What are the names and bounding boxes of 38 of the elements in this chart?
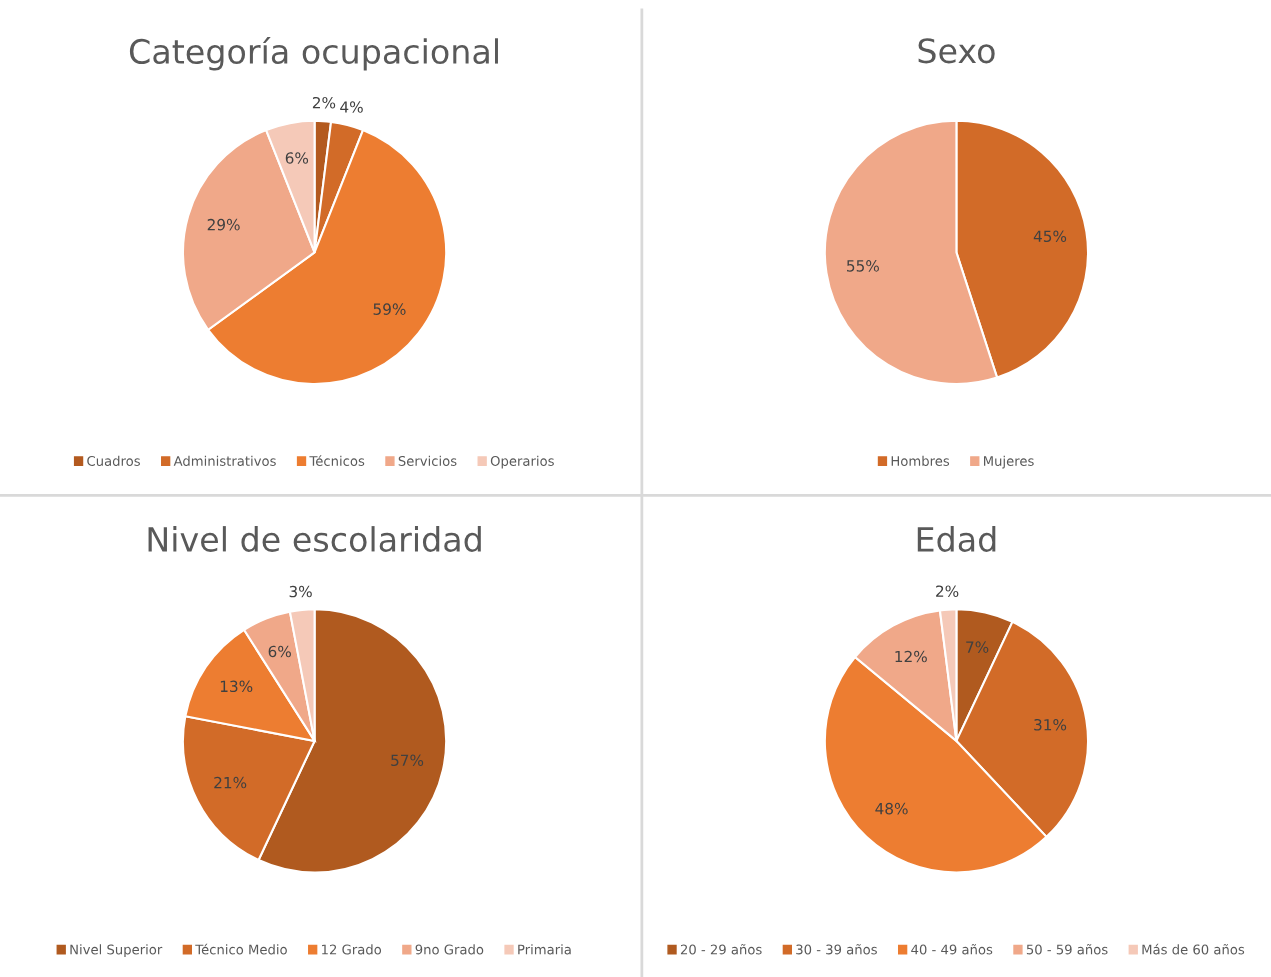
data-label: 13% [220,680,253,693]
legend-label: Más de 60 años [1142,943,1245,955]
chart-title: Categoría ocupacional [129,36,498,71]
legend-label: 40 - 49 años [911,944,993,955]
legend-label: Técnicos [309,455,365,466]
data-label: 6% [268,645,291,658]
data-label: 21% [214,776,247,789]
legend-label: 9no Grado [415,944,484,955]
legend-label: Cuadros [87,455,140,466]
chart-title: Sexo [918,38,995,64]
data-label: 57% [391,754,424,767]
data-label: 12% [895,650,927,663]
data-label: 55% [847,260,879,272]
legend-label: 30 - 39 años [796,944,877,955]
legend-label: Nivel Superior [70,944,163,958]
chart-title: Edad [917,526,996,552]
legend-label: Administrativos [173,455,276,466]
data-label: 48% [875,802,908,815]
data-label: 31% [1034,718,1067,731]
legend-label: Operarios [490,455,554,469]
data-label: 4% [340,101,363,113]
data-label: 29% [207,218,240,231]
legend-label: 20 - 29 años [680,944,762,955]
legend-label: Técnico Medio [195,943,287,955]
data-label: 45% [1033,230,1067,243]
chart-title: Nivel de escolaridad [148,526,481,552]
data-label: 6% [285,152,309,164]
legend-label: Servicios [398,455,457,466]
legend-label: Primaria [518,944,571,955]
data-label: 59% [373,303,406,315]
legend-label: Mujeres [984,455,1034,469]
data-label: 7% [966,641,989,653]
legend-label: Hombres [891,455,950,466]
data-label: 2% [936,585,959,597]
legend-label: 12 Grado [322,944,382,955]
data-label: 3% [289,585,312,598]
legend-label: 50 - 59 años [1026,944,1108,955]
data-label: 2% [312,96,336,109]
